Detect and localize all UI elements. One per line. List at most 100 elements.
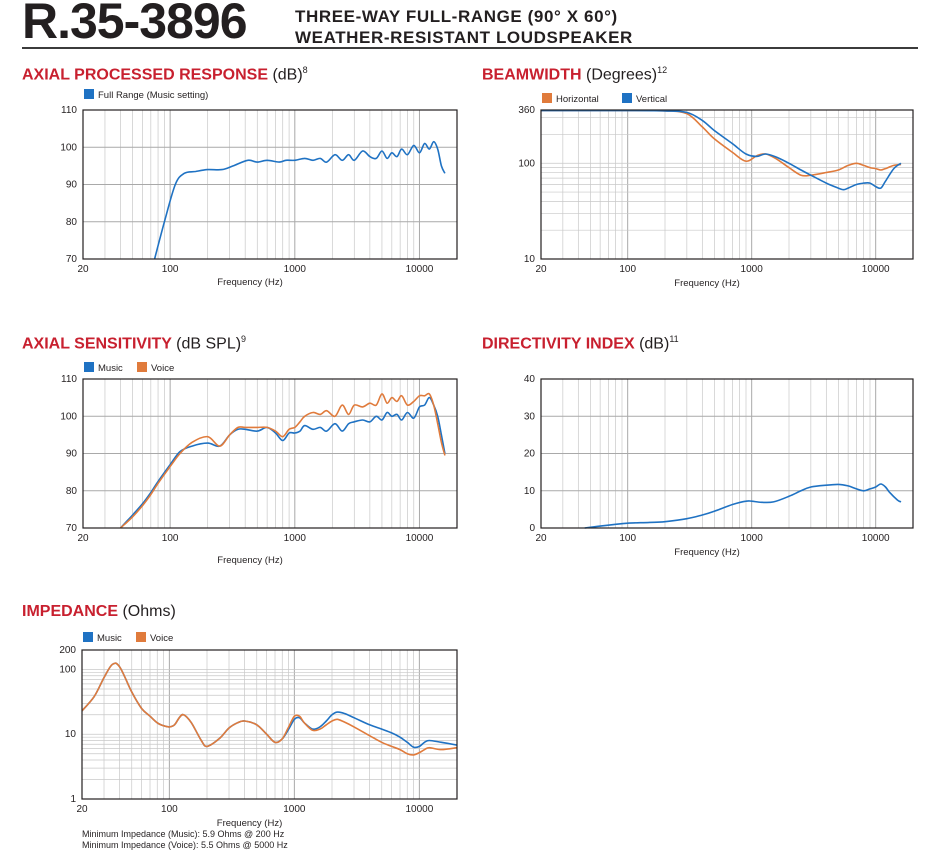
imp-xtick: 100 [161,804,178,815]
di-series-line0 [584,483,902,529]
apr-ytick: 90 [66,180,78,191]
bw-ytick: 360 [518,105,535,116]
apr-ytick: 100 [60,142,77,153]
bw-plot: 10 100 360 20 100 1000 10000 Frequency (Hz) Hori… [518,93,914,289]
di-ytick: 40 [524,374,536,385]
product-subtitle: THREE-WAY FULL-RANGE (90° X 60°) WEATHER… [295,6,633,48]
imp-title-text: IMPEDANCE [22,603,119,620]
imp-grid [81,649,458,800]
apr-title: AXIAL PROCESSED RESPONSE (dB)8 [22,65,308,84]
apr-series-full [153,140,446,260]
apr-plot: 70 80 90 100 110 20 100 1000 10000 Frequency (Hz)… [60,89,458,288]
bw-series-horizontal [540,109,902,177]
apr-xtick: 20 [77,264,89,275]
di-title: DIRECTIVITY INDEX (dB)11 [482,334,679,353]
imp-title-unit: (Ohms) [122,603,176,620]
di-ytick: 30 [524,411,536,422]
imp-legend-label: Music [97,633,122,644]
apr-xtick: 1000 [284,264,307,275]
imp-legend-label: Voice [150,633,173,644]
bw-ytick: 10 [524,254,536,265]
sens-legend-label: Music [98,363,123,374]
apr-title-unit: (dB) [272,66,303,84]
bw-legend-swatch [622,93,632,103]
sens-frame [82,378,458,529]
imp-frame [81,649,458,800]
min-impedance-music: Minimum Impedance (Music): 5.9 Ohms @ 20… [82,829,285,839]
bw-title-unit: (Degrees) [586,66,658,84]
apr-title-note: 8 [302,65,308,75]
di-title-unit: (dB) [639,335,670,353]
subtitle-line-2: WEATHER-RESISTANT LOUDSPEAKER [295,28,633,47]
apr-ytick: 70 [66,254,78,265]
sens-ytick: 70 [66,523,78,534]
bw-ytick: 100 [518,158,535,169]
bw-title-text: BEAMWIDTH [482,66,582,84]
subtitle-line-1: THREE-WAY FULL-RANGE (90° X 60°) [295,7,618,26]
bw-legend-label: Horizontal [556,94,599,105]
di-frame [540,378,914,529]
bw-legend-label: Vertical [636,94,667,105]
bw-xtick: 20 [535,264,547,275]
di-xtick: 1000 [741,533,764,544]
bw-legend-swatch [542,93,552,103]
sens-xtick: 20 [77,533,89,544]
apr-xtick: 10000 [406,264,434,275]
di-xtick: 20 [535,533,547,544]
model-number: R.35-3896 [22,0,247,49]
imp-ytick: 100 [59,664,76,675]
di-ytick: 20 [524,449,536,460]
imp-plot: 1 10 100 200 20 100 1000 10000 Frequency (Hz) Mus… [59,632,458,829]
bw-xtick: 100 [619,264,636,275]
apr-grid [82,109,458,260]
imp-ytick: 200 [59,645,76,656]
sens-title: AXIAL SENSITIVITY (dB SPL)9 [22,334,246,353]
bw-series-vertical [540,109,902,191]
bw-title-note: 12 [657,65,668,75]
apr-xlabel: Frequency (Hz) [217,277,282,288]
apr-title-text: AXIAL PROCESSED RESPONSE [22,66,268,84]
imp-xtick: 1000 [283,804,306,815]
di-plot: 0 10 20 30 40 20 100 1000 10000 Frequency (Hz) [524,374,914,558]
apr-frame [82,109,458,260]
sens-series-music [119,396,446,529]
imp-title: IMPEDANCE (Ohms) [22,603,176,621]
imp-ytick: 1 [70,794,76,805]
apr-legend-label: Full Range (Music setting) [98,90,208,101]
imp-xlabel: Frequency (Hz) [217,818,282,829]
bw-xtick: 10000 [862,264,890,275]
di-xtick: 10000 [862,533,890,544]
sens-ytick: 90 [66,449,78,460]
di-ytick: 10 [524,486,536,497]
sens-plot: 70 80 90 100 110 20 100 1000 10000 Frequency (Hz)… [60,362,458,566]
imp-ytick: 10 [65,729,77,740]
bw-frame [540,109,914,260]
di-title-note: 11 [669,334,679,344]
sens-xtick: 1000 [284,533,307,544]
apr-ytick: 80 [66,217,78,228]
di-xtick: 100 [619,533,636,544]
sens-ytick: 110 [61,374,77,385]
imp-series-voice [81,662,458,756]
bw-xlabel: Frequency (Hz) [674,278,739,289]
sens-legend-swatch [84,362,94,372]
imp-legend-swatch [136,632,146,642]
sens-grid [82,378,458,529]
sens-ytick: 100 [60,411,77,422]
bw-xtick: 1000 [741,264,764,275]
apr-legend-swatch [84,89,94,99]
min-impedance-voice: Minimum Impedance (Voice): 5.5 Ohms @ 50… [82,840,288,850]
header-rule [22,47,918,49]
sens-title-text: AXIAL SENSITIVITY [22,335,172,353]
sens-xlabel: Frequency (Hz) [217,555,282,566]
di-ytick: 0 [529,523,535,534]
imp-xtick: 10000 [405,804,433,815]
sens-title-note: 9 [241,334,247,344]
imp-xtick: 20 [76,804,88,815]
di-title-text: DIRECTIVITY INDEX [482,335,635,353]
sens-legend-swatch [137,362,147,372]
sens-legend-label: Voice [151,363,174,374]
imp-legend-swatch [83,632,93,642]
bw-title: BEAMWIDTH (Degrees)12 [482,65,667,84]
